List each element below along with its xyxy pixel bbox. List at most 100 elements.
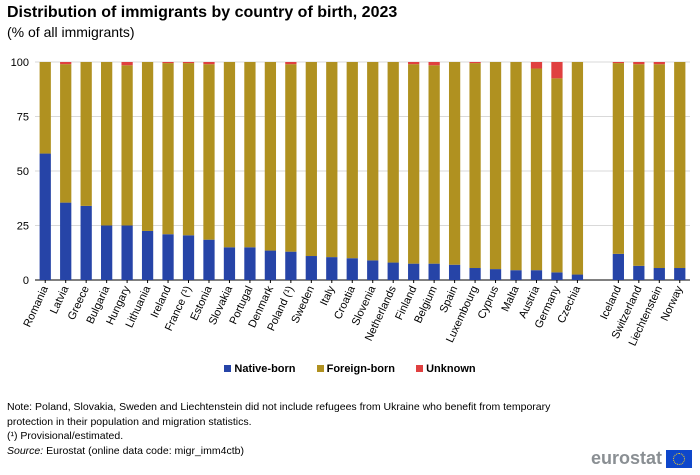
legend-label-native-born: Native-born — [234, 363, 296, 375]
bar-segment-foreign-born — [60, 64, 72, 203]
bar-segment-native-born — [141, 230, 154, 280]
bar-segment-foreign-born — [223, 62, 236, 248]
bar-segment-foreign-born — [489, 62, 502, 270]
bar-segment-native-born — [428, 263, 440, 280]
y-tick-label: 75 — [17, 112, 29, 124]
bar-segment-unknown — [530, 62, 543, 69]
bar-segment-unknown — [408, 62, 420, 65]
bar-segment-native-born — [162, 234, 174, 280]
bar-segment-native-born — [121, 225, 133, 280]
x-tick-label: Italy — [318, 284, 338, 308]
bar-segment-foreign-born — [571, 62, 584, 275]
bar-segment-foreign-born — [367, 62, 379, 261]
bar-segment-foreign-born — [101, 62, 113, 226]
bar-segment-foreign-born — [612, 63, 624, 254]
eurostat-logo: eurostat — [591, 448, 692, 469]
bar-segment-native-born — [530, 270, 543, 280]
y-tick-label: 0 — [23, 275, 29, 287]
legend-label-foreign-born: Foreign-born — [326, 363, 396, 375]
bar-segment-native-born — [367, 260, 379, 280]
bar-segment-unknown — [203, 62, 215, 65]
bar-segment-foreign-born — [653, 64, 665, 269]
bar-segment-foreign-born — [551, 78, 563, 273]
bar-segment-native-born — [60, 202, 72, 280]
bar-segment-native-born — [101, 225, 113, 280]
bar-segment-foreign-born — [264, 62, 277, 251]
bar-segment-unknown — [469, 62, 481, 64]
bar-segment-foreign-born — [182, 63, 195, 236]
bar-segment-native-born — [264, 250, 277, 280]
legend-swatch-native-born — [224, 364, 232, 372]
stacked-bar-chart: 0255075100RomaniaLatviaGreeceBulgariaHun… — [11, 57, 690, 348]
bar-segment-foreign-born — [469, 63, 481, 269]
bar-segment-foreign-born — [39, 62, 51, 154]
bar-segment-native-born — [448, 264, 461, 280]
y-tick-label: 50 — [17, 166, 29, 178]
bar-segment-native-born — [510, 270, 522, 280]
eu-flag-icon — [666, 449, 692, 468]
bar-segment-native-born — [285, 251, 297, 280]
logo-text: eurostat — [590, 448, 662, 468]
bar-segment-foreign-born — [203, 64, 215, 240]
bar-segment-unknown — [182, 62, 195, 64]
bar-segment-native-born — [469, 268, 481, 280]
bar-segment-foreign-born — [141, 62, 154, 231]
source-label: Source: — [7, 445, 44, 457]
bar-segment-native-born — [674, 268, 686, 280]
bar-segment-native-born — [39, 153, 51, 280]
bar-segment-unknown — [612, 62, 624, 64]
bar-segment-native-born — [633, 265, 645, 280]
bar-segment-foreign-born — [121, 65, 133, 226]
bar-segment-foreign-born — [285, 64, 297, 252]
bar-segment-native-born — [346, 258, 358, 280]
bar-segment-unknown — [285, 62, 297, 65]
source-text: Eurostat (online data code: migr_imm4ctb… — [46, 445, 244, 457]
y-tick-label: 25 — [17, 221, 29, 233]
bar-segment-foreign-born — [674, 62, 686, 269]
bar-segment-native-born — [326, 257, 338, 280]
bar-segment-native-born — [551, 272, 563, 280]
bar-segment-foreign-born — [326, 62, 338, 258]
bar-segment-foreign-born — [305, 62, 317, 257]
bar-segment-foreign-born — [244, 62, 256, 248]
bar-segment-foreign-born — [387, 62, 399, 263]
legend-swatch-foreign-born — [316, 364, 324, 372]
source-line: Source: Eurostat (online data code: migr… — [7, 445, 244, 457]
provisional-note: (¹) Provisional/estimated. — [7, 430, 124, 442]
bar-segment-unknown — [551, 62, 563, 79]
x-tick-label: Romania — [21, 283, 51, 329]
bar-segment-native-born — [223, 247, 236, 280]
bar-segment-native-born — [182, 235, 195, 280]
legend-label-unknown: Unknown — [426, 363, 476, 375]
legend-item-unknown: Unknown — [416, 363, 476, 375]
bar-segment-unknown — [653, 62, 665, 65]
legend: Native-born Foreign-born Unknown — [0, 363, 700, 375]
bar-segment-native-born — [305, 256, 317, 280]
bar-segment-native-born — [612, 253, 624, 280]
bar-segment-native-born — [387, 262, 399, 280]
chart-subtitle: (% of all immigrants) — [7, 24, 135, 40]
bar-segment-foreign-born — [510, 62, 522, 271]
bar-segment-foreign-born — [448, 62, 461, 265]
bar-segment-foreign-born — [530, 68, 543, 271]
chart-note: Note: Poland, Slovakia, Sweden and Liech… — [7, 401, 551, 428]
bar-segment-foreign-born — [633, 64, 645, 266]
bar-segment-unknown — [633, 62, 645, 65]
bar-segment-foreign-born — [428, 65, 440, 264]
bar-segment-native-born — [489, 269, 502, 280]
bar-segment-unknown — [121, 62, 133, 66]
bar-segment-foreign-born — [408, 64, 420, 264]
bar-segment-unknown — [428, 62, 440, 66]
chart-title: Distribution of immigrants by country of… — [7, 4, 398, 21]
bar-segment-unknown — [162, 62, 174, 64]
legend-item-native-born: Native-born — [224, 363, 296, 375]
bar-segment-foreign-born — [346, 62, 358, 259]
bar-segment-native-born — [244, 247, 256, 280]
bar-segment-native-born — [408, 263, 420, 280]
legend-swatch-unknown — [416, 364, 424, 372]
bar-segment-native-born — [653, 268, 665, 280]
bar-segment-unknown — [60, 62, 72, 65]
y-tick-label: 100 — [11, 57, 29, 69]
bar-segment-native-born — [80, 205, 92, 280]
legend-item-foreign-born: Foreign-born — [316, 363, 396, 375]
